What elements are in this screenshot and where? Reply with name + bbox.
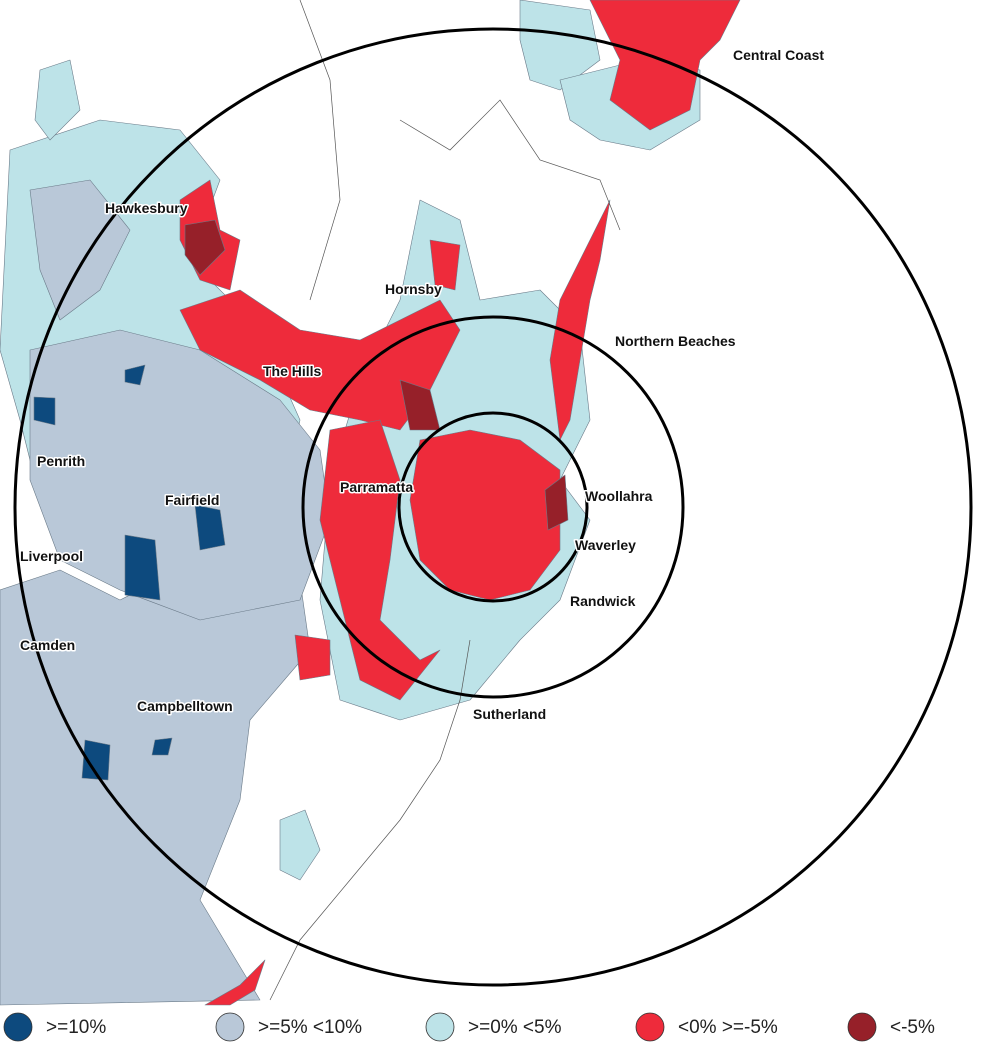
legend-swatch bbox=[847, 1012, 877, 1042]
region-label: Campbelltown bbox=[137, 698, 233, 714]
region-label: Hawkesbury bbox=[105, 200, 188, 216]
boundary bbox=[299, 0, 341, 301]
area bbox=[429, 239, 461, 291]
area bbox=[519, 0, 601, 91]
legend-label: <-5% bbox=[890, 1017, 935, 1038]
area bbox=[124, 534, 161, 601]
area bbox=[34, 59, 81, 141]
area bbox=[124, 364, 146, 386]
area bbox=[544, 474, 569, 531]
region-label: Camden bbox=[20, 637, 75, 653]
ring bbox=[301, 315, 685, 699]
legend-label: <0% >=-5% bbox=[678, 1017, 778, 1038]
boundary bbox=[399, 99, 621, 231]
area bbox=[179, 289, 461, 431]
legend: >=10% >=5% <10% >=0% <5% <0% >=-5% <-5% bbox=[3, 1012, 935, 1042]
area bbox=[589, 0, 741, 131]
ring bbox=[13, 27, 973, 987]
region-label: Fairfield bbox=[165, 492, 219, 508]
region-label: Central Coast bbox=[733, 47, 824, 63]
region-labels: Central Coast Hawkesbury Hornsby Norther… bbox=[19, 46, 826, 724]
area bbox=[29, 329, 331, 621]
area bbox=[409, 429, 561, 601]
legend-swatch bbox=[3, 1012, 33, 1042]
region-label: Sutherland bbox=[473, 706, 546, 722]
area bbox=[204, 959, 266, 1006]
legend-label: >=5% <10% bbox=[258, 1017, 362, 1038]
area bbox=[29, 179, 131, 321]
suburb-areas bbox=[0, 0, 741, 1006]
area bbox=[81, 739, 111, 781]
region-label: Penrith bbox=[37, 453, 85, 469]
legend-swatch bbox=[635, 1012, 665, 1042]
area bbox=[194, 504, 226, 551]
region-label: Waverley bbox=[575, 537, 636, 553]
region-label: Parramatta bbox=[340, 479, 413, 495]
area bbox=[33, 396, 56, 426]
region-label: Woollahra bbox=[585, 488, 653, 504]
region-label: Liverpool bbox=[20, 548, 83, 564]
ring bbox=[397, 411, 589, 603]
area bbox=[549, 199, 611, 441]
legend-swatch bbox=[425, 1012, 455, 1042]
legend-swatch bbox=[215, 1012, 245, 1042]
area bbox=[151, 737, 173, 756]
coastline bbox=[269, 639, 471, 1001]
region-label: Hornsby bbox=[385, 281, 442, 297]
area bbox=[184, 219, 226, 276]
area bbox=[279, 809, 321, 881]
region-label: Randwick bbox=[570, 593, 636, 609]
region-label: The Hills bbox=[263, 363, 322, 379]
legend-label: >=10% bbox=[46, 1017, 106, 1038]
region-label: Northern Beaches bbox=[615, 333, 736, 349]
legend-label: >=0% <5% bbox=[468, 1017, 562, 1038]
area bbox=[294, 634, 331, 681]
